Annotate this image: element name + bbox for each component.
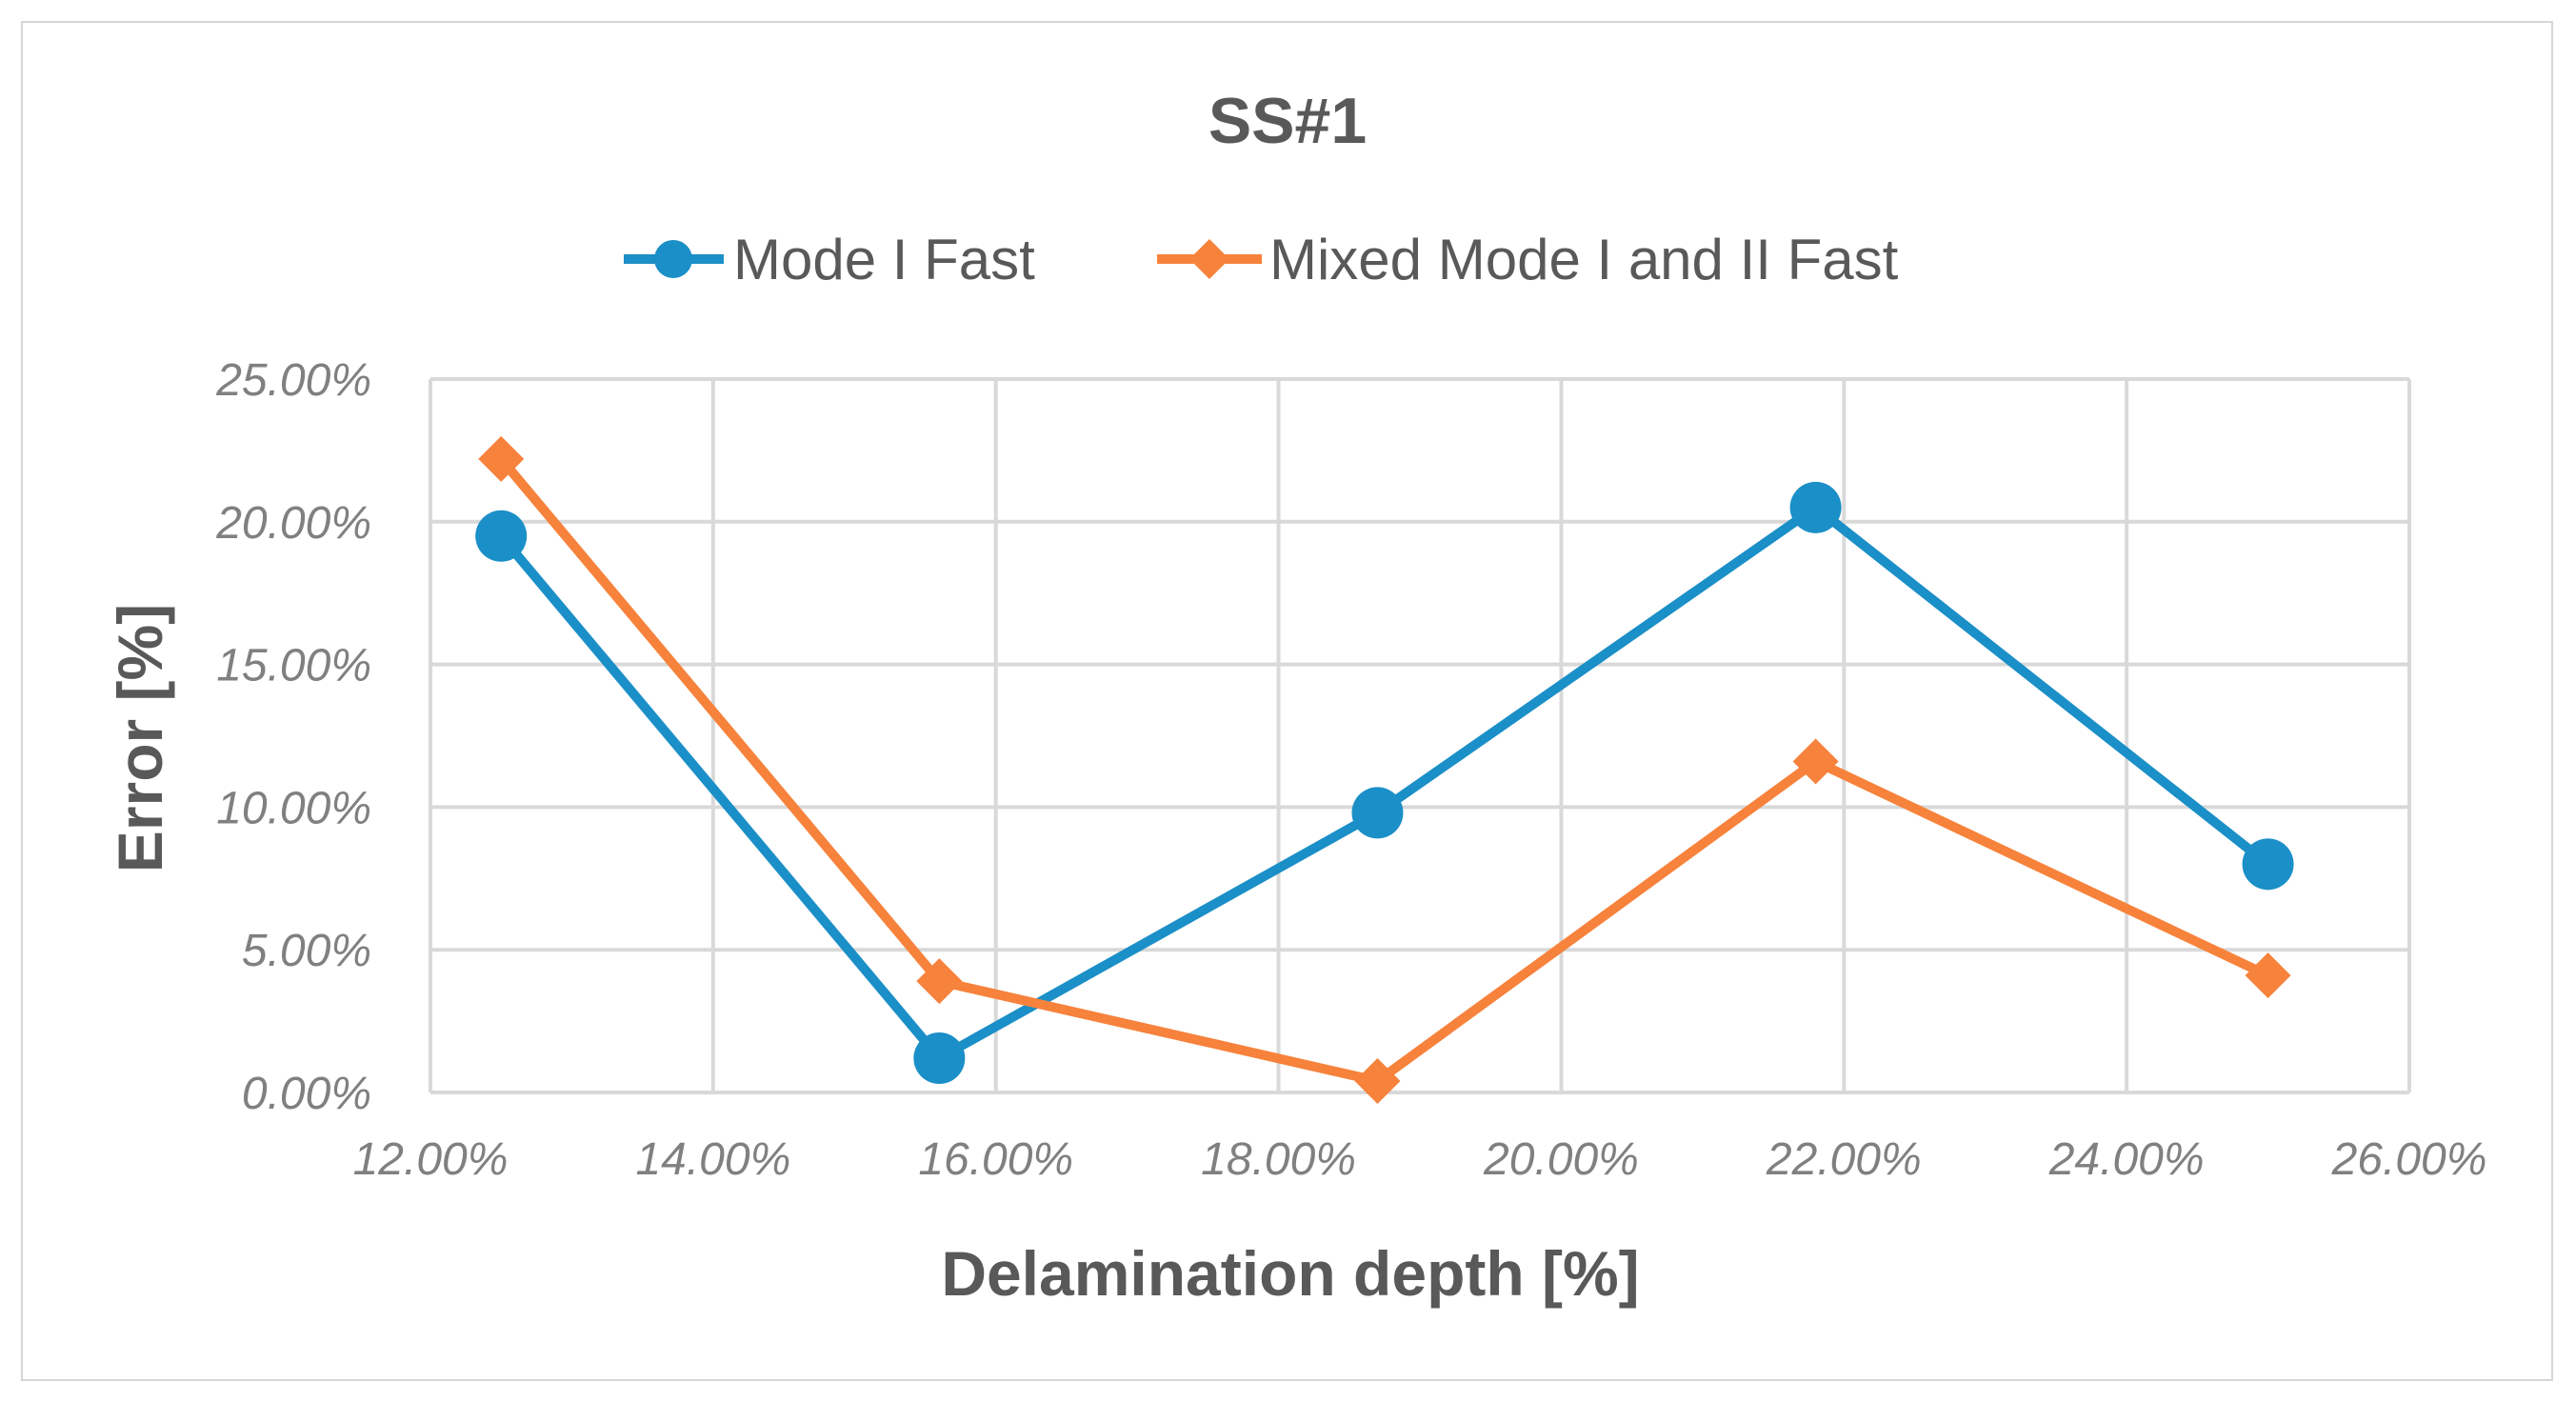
data-point-mode-i-fast <box>475 510 528 562</box>
x-tick-label: 26.00% <box>2331 1134 2487 1185</box>
data-series <box>475 435 2294 1105</box>
x-tick-label: 14.00% <box>635 1134 790 1185</box>
data-point-mixed-mode-i-and-ii-fast <box>2245 952 2291 999</box>
y-tick-label: 15.00% <box>216 641 371 691</box>
legend: Mode I Fast Mixed Mode I and II Fast <box>624 228 1899 291</box>
grid-lines <box>429 377 2411 1094</box>
x-axis-label: Delamination depth [%] <box>941 1238 1639 1309</box>
y-tick-label: 10.00% <box>216 783 371 833</box>
x-tick-label: 22.00% <box>1766 1134 1922 1185</box>
legend-marker-mixed-mode-fast <box>1189 239 1229 279</box>
y-tick-label: 25.00% <box>215 355 371 406</box>
series-line-mixed-mode-i-and-ii-fast <box>496 453 2273 1086</box>
y-axis-ticks: 0.00% 5.00% 10.00% 15.00% 20.00% 25.00% <box>215 355 371 1119</box>
legend-item-mixed-mode-fast: Mixed Mode I and II Fast <box>1157 228 1899 291</box>
data-point-mode-i-fast <box>2242 838 2294 891</box>
data-point-mixed-mode-i-and-ii-fast <box>478 435 525 482</box>
data-point-mode-i-fast <box>1351 787 1404 839</box>
x-tick-label: 16.00% <box>918 1134 1073 1185</box>
x-tick-label: 20.00% <box>1483 1134 1639 1185</box>
legend-marker-mode-i-fast <box>654 240 692 278</box>
x-tick-label: 12.00% <box>353 1134 509 1185</box>
x-axis-ticks: 12.00% 14.00% 16.00% 18.00% 20.00% 22.00% 24.0… <box>353 1134 2487 1185</box>
data-point-mode-i-fast <box>913 1032 966 1085</box>
y-axis-label: Error [%] <box>105 604 175 872</box>
legend-item-mode-i-fast: Mode I Fast <box>624 228 1035 291</box>
y-tick-label: 5.00% <box>242 926 371 976</box>
legend-label-mixed-mode-fast: Mixed Mode I and II Fast <box>1269 228 1899 291</box>
x-tick-label: 18.00% <box>1201 1134 1356 1185</box>
x-tick-label: 24.00% <box>2048 1134 2205 1185</box>
data-point-mode-i-fast <box>1789 481 1842 533</box>
data-point-mixed-mode-i-and-ii-fast <box>1792 738 1839 785</box>
legend-label-mode-i-fast: Mode I Fast <box>733 228 1035 291</box>
y-tick-label: 20.00% <box>215 498 371 549</box>
chart-area <box>21 21 2553 1381</box>
data-point-mixed-mode-i-and-ii-fast <box>1354 1058 1401 1105</box>
data-point-mixed-mode-i-and-ii-fast <box>916 958 963 1005</box>
chart-title: SS#1 <box>1208 85 1367 157</box>
y-tick-label: 0.00% <box>242 1069 371 1119</box>
series-line-mode-i-fast <box>496 502 2273 1063</box>
